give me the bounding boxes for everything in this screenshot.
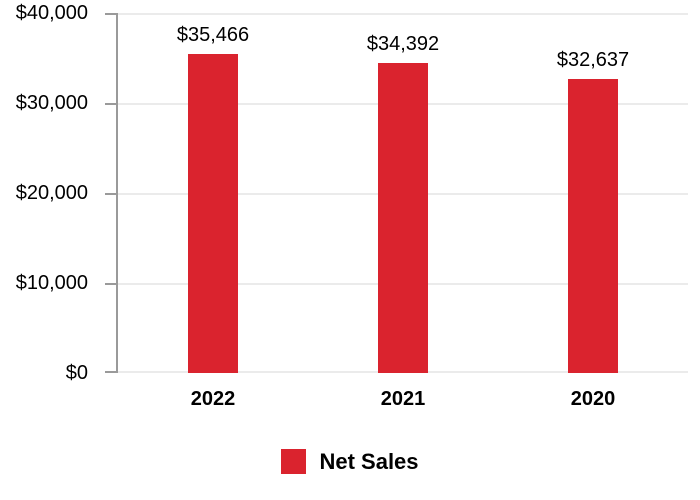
plot-area: $35,466 $34,392 $32,637 — [105, 13, 688, 373]
gridline — [118, 13, 688, 15]
legend: Net Sales — [0, 449, 700, 474]
x-axis-label-2020: 2020 — [570, 388, 616, 410]
bar-2020 — [568, 79, 618, 373]
bar-value-label-2022: $35,466 — [176, 24, 250, 46]
bar-2021 — [378, 63, 428, 373]
y-axis-tick — [105, 103, 118, 105]
bar-2022 — [188, 54, 238, 373]
legend-swatch-net-sales — [281, 449, 307, 474]
y-axis-label: $0 — [65, 362, 88, 384]
x-axis-label-2021: 2021 — [380, 388, 426, 410]
y-axis-label: $10,000 — [15, 272, 88, 294]
y-axis-tick — [105, 193, 118, 195]
y-axis-tick — [105, 371, 118, 373]
y-axis-label: $30,000 — [15, 92, 88, 114]
bar-value-label-2021: $34,392 — [366, 33, 440, 55]
y-axis-tick — [105, 13, 118, 15]
y-axis-label: $40,000 — [15, 2, 88, 24]
x-axis-label-2022: 2022 — [190, 388, 236, 410]
legend-label-net-sales: Net Sales — [319, 449, 419, 474]
y-axis-label: $20,000 — [15, 182, 88, 204]
y-axis-tick — [105, 283, 118, 285]
bar-value-label-2020: $32,637 — [556, 49, 630, 71]
